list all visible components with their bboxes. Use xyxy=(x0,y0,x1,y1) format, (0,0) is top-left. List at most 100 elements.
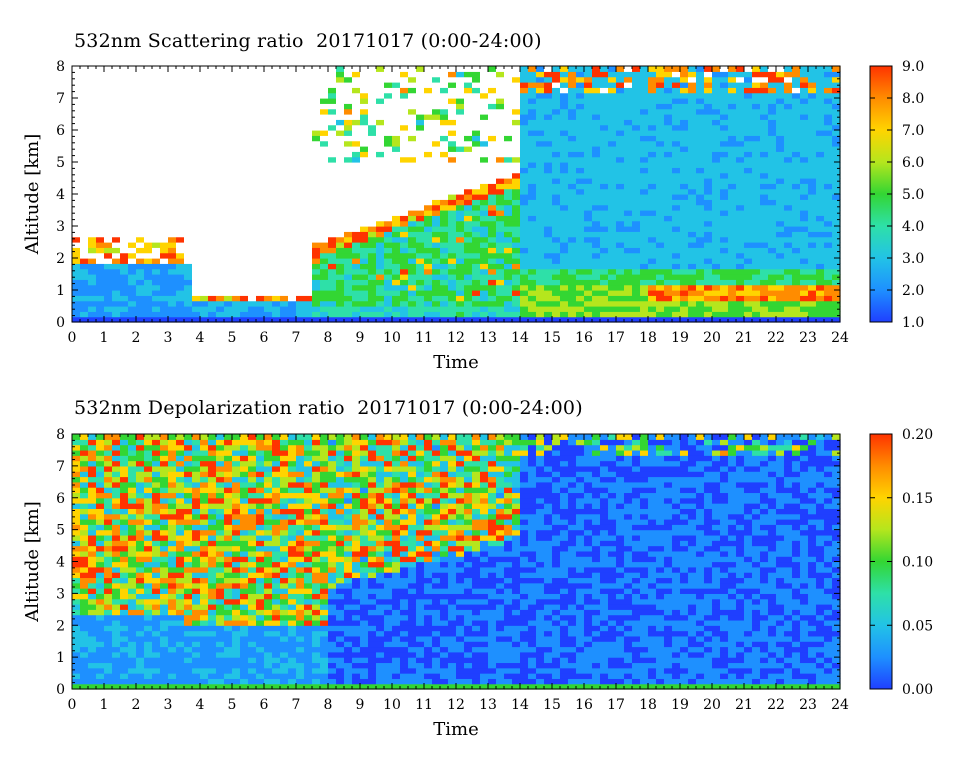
heatmap-cell xyxy=(160,306,169,312)
heatmap-cell xyxy=(360,236,369,243)
heatmap-cell xyxy=(184,194,193,200)
heatmap-cell xyxy=(312,130,321,136)
heatmap-cell xyxy=(648,162,657,168)
heatmap-cell xyxy=(792,274,801,280)
heatmap-cell xyxy=(784,300,793,307)
heatmap-cell xyxy=(592,172,601,179)
heatmap-cell xyxy=(416,151,425,158)
heatmap-cell xyxy=(648,231,657,238)
heatmap-cell xyxy=(472,140,481,147)
heatmap-cell xyxy=(200,204,209,211)
heatmap-cell xyxy=(552,146,561,152)
heatmap-cell xyxy=(560,258,569,264)
heatmap-cell xyxy=(472,242,481,248)
heatmap-cell xyxy=(768,231,777,238)
heatmap-cell xyxy=(256,194,265,200)
heatmap-cell xyxy=(440,130,449,136)
heatmap-cell xyxy=(816,103,825,110)
heatmap-cell xyxy=(80,114,89,120)
heatmap-cell xyxy=(352,204,361,211)
heatmap-cell xyxy=(608,92,617,99)
heatmap-cell xyxy=(760,295,769,302)
heatmap-cell xyxy=(648,204,657,211)
heatmap-cell xyxy=(88,114,97,120)
heatmap-cell xyxy=(104,226,113,232)
heatmap-cell xyxy=(640,71,649,78)
heatmap-cell xyxy=(192,247,201,254)
heatmap-cell xyxy=(184,242,193,248)
heatmap-cell xyxy=(216,82,225,88)
heatmap-cell xyxy=(704,135,713,142)
heatmap-cell xyxy=(400,92,409,99)
heatmap-cell xyxy=(576,87,585,94)
heatmap-cell xyxy=(624,183,633,190)
heatmap-cell xyxy=(760,66,769,72)
heatmap-cell xyxy=(448,146,457,152)
heatmap-cell xyxy=(72,172,81,179)
heatmap-cell xyxy=(672,279,681,286)
heatmap-cell xyxy=(808,76,817,83)
heatmap-cell xyxy=(272,183,281,190)
heatmap-cell xyxy=(128,114,137,120)
heatmap-cell xyxy=(592,300,601,307)
heatmap-cell xyxy=(728,268,737,275)
heatmap-cell xyxy=(440,98,449,104)
heatmap-cell xyxy=(720,274,729,280)
heatmap-cell xyxy=(416,311,425,318)
heatmap-cell xyxy=(448,194,457,200)
heatmap-cell xyxy=(192,178,201,184)
heatmap-cell xyxy=(248,247,257,254)
heatmap-cell xyxy=(552,268,561,275)
heatmap-cell xyxy=(272,130,281,136)
heatmap-cell xyxy=(744,306,753,312)
heatmap-cell xyxy=(504,71,513,78)
y-tick-label: 2 xyxy=(56,251,65,267)
heatmap-cell xyxy=(472,247,481,254)
heatmap-cell xyxy=(120,247,129,254)
heatmap-cell xyxy=(488,316,497,323)
heatmap-cell xyxy=(112,146,121,152)
heatmap-cell xyxy=(536,66,545,72)
heatmap-cell xyxy=(176,279,185,286)
heatmap-cell xyxy=(368,236,377,243)
heatmap-cell xyxy=(208,172,217,179)
heatmap-cell xyxy=(816,290,825,296)
heatmap-cell xyxy=(584,146,593,152)
heatmap-cell xyxy=(632,226,641,232)
heatmap-cell xyxy=(112,151,121,158)
heatmap-cell xyxy=(328,108,337,115)
heatmap-cell xyxy=(280,268,289,275)
heatmap-cell xyxy=(448,300,457,307)
y-tick-label: 0 xyxy=(56,315,65,331)
heatmap-cell xyxy=(264,162,273,168)
heatmap-cell xyxy=(408,66,417,72)
heatmap-cell xyxy=(328,204,337,211)
heatmap-cell xyxy=(96,258,105,264)
heatmap-cell xyxy=(160,236,169,243)
heatmap-cell xyxy=(728,311,737,318)
heatmap-cell xyxy=(128,76,137,83)
heatmap-cell xyxy=(296,71,305,78)
heatmap-cell xyxy=(224,220,233,227)
heatmap-cell xyxy=(632,82,641,88)
heatmap-cell xyxy=(168,82,177,88)
heatmap-cell xyxy=(576,92,585,99)
heatmap-cell xyxy=(208,311,217,318)
heatmap-cell xyxy=(72,119,81,126)
heatmap-cell xyxy=(304,247,313,254)
heatmap-cell xyxy=(824,300,833,307)
heatmap-cell xyxy=(616,167,625,174)
heatmap-cell xyxy=(624,284,633,291)
heatmap-cell xyxy=(176,252,185,259)
y-tick-label: 8 xyxy=(56,59,65,75)
heatmap-cell xyxy=(768,188,777,195)
heatmap-cell xyxy=(744,98,753,104)
heatmap-cell xyxy=(824,199,833,206)
heatmap-cell xyxy=(416,300,425,307)
heatmap-cell xyxy=(80,108,89,115)
heatmap-cell xyxy=(768,71,777,78)
heatmap-cell xyxy=(112,290,121,296)
heatmap-cell xyxy=(536,306,545,312)
heatmap-cell xyxy=(72,683,81,690)
heatmap-cell xyxy=(152,204,161,211)
